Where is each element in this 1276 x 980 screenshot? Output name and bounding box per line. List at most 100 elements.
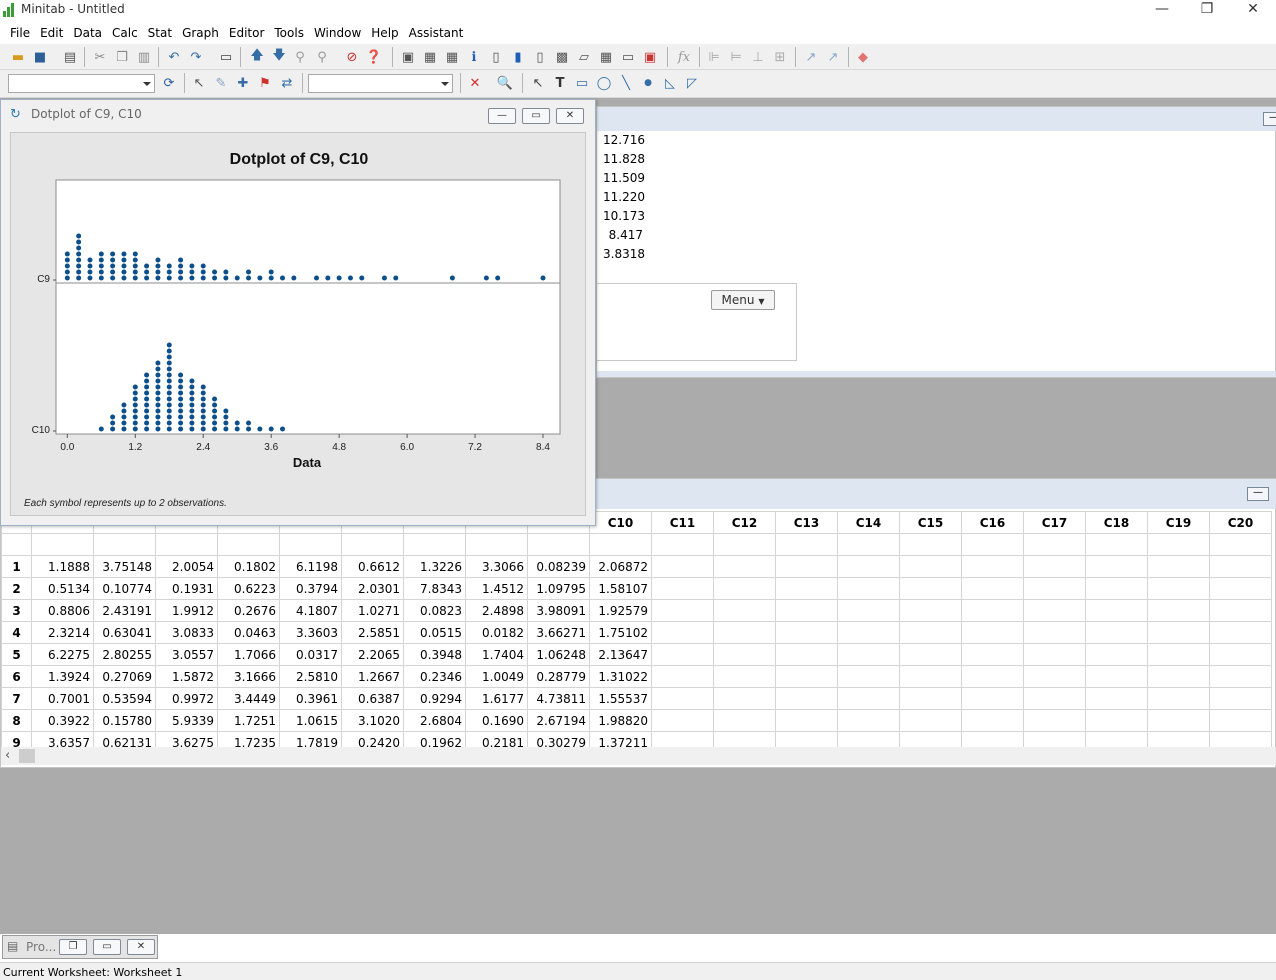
empty-cell[interactable] [1147,555,1210,578]
table-cell[interactable]: 1.0271 [341,599,404,622]
align-left-icon[interactable]: ⊫ [708,49,720,65]
table-cell[interactable]: 0.0823 [403,599,466,622]
table-cell[interactable]: 5.9339 [155,709,218,732]
table-cell[interactable]: 3.4449 [217,687,280,710]
id-variables-select[interactable] [308,74,453,93]
open-icon[interactable]: ▬ [11,49,25,65]
table-cell[interactable]: 1.58107 [589,577,652,600]
menu-stat[interactable]: Stat [147,26,173,40]
column-name-cell[interactable] [651,533,714,556]
empty-cell[interactable] [1209,665,1272,688]
refresh-icon[interactable]: ⟳ [163,75,175,91]
column-header[interactable]: C10 [589,511,652,534]
table-cell[interactable]: 3.98091 [527,599,590,622]
restore-button[interactable]: ❐ [1200,1,1214,17]
column-header[interactable]: C15 [899,511,962,534]
empty-cell[interactable] [837,709,900,732]
replace-icon[interactable]: ⚲ [317,49,327,65]
empty-cell[interactable] [961,599,1024,622]
paste-icon[interactable]: ▥ [137,49,151,65]
arrow-up-icon[interactable]: 🡅 [250,48,264,63]
column-header[interactable]: C13 [775,511,838,534]
empty-cell[interactable] [1209,577,1272,600]
empty-cell[interactable] [1023,665,1086,688]
menu-edit[interactable]: Edit [40,26,64,40]
minimized-window[interactable]: ▤ Pro... ❐ ▭ ✕ [2,935,158,959]
table-cell[interactable]: 3.1020 [341,709,404,732]
graph-close-button[interactable]: ✕ [556,108,584,124]
column-name-cell[interactable] [465,533,528,556]
table-cell[interactable]: 1.92579 [589,599,652,622]
column-header[interactable]: C18 [1085,511,1148,534]
table-cell[interactable]: 2.0301 [341,577,404,600]
empty-cell[interactable] [1023,599,1086,622]
empty-cell[interactable] [713,665,776,688]
empty-cell[interactable] [713,621,776,644]
table-cell[interactable]: 0.0463 [217,621,280,644]
table-cell[interactable]: 2.67194 [527,709,590,732]
table-cell[interactable]: 1.4512 [465,577,528,600]
menu-editor[interactable]: Editor [228,26,265,40]
layout-icon[interactable]: ▩ [555,49,569,65]
table-cell[interactable]: 1.09795 [527,577,590,600]
marker-icon[interactable]: ● [644,78,652,88]
table-cell[interactable]: 2.06872 [589,555,652,578]
empty-cell[interactable] [775,577,838,600]
table-cell[interactable]: 2.6804 [403,709,466,732]
empty-cell[interactable] [837,643,900,666]
table-cell[interactable]: 2.43191 [93,599,156,622]
worksheet-icon[interactable]: ▮ [514,49,522,65]
table-cell[interactable]: 1.1888 [31,555,94,578]
empty-cell[interactable] [961,577,1024,600]
table-cell[interactable]: 0.7001 [31,687,94,710]
table-cell[interactable]: 0.0515 [403,621,466,644]
redo-icon[interactable]: ↷ [190,49,202,65]
table-cell[interactable]: 1.7251 [217,709,280,732]
graph-window-icon[interactable]: ▣ [401,49,415,65]
column-name-cell[interactable] [1147,533,1210,556]
column-name-cell[interactable] [217,533,280,556]
column-name-cell[interactable] [899,533,962,556]
new-sheet-icon[interactable]: ▯ [536,49,544,65]
empty-cell[interactable] [899,555,962,578]
empty-cell[interactable] [899,621,962,644]
empty-cell[interactable] [713,687,776,710]
empty-cell[interactable] [961,643,1024,666]
table-cell[interactable]: 7.8343 [403,577,466,600]
table-cell[interactable]: 2.5851 [341,621,404,644]
table-cell[interactable]: 3.3066 [465,555,528,578]
empty-cell[interactable] [713,577,776,600]
table-cell[interactable]: 1.75102 [589,621,652,644]
table-cell[interactable]: 1.3226 [403,555,466,578]
table-cell[interactable]: 3.1666 [217,665,280,688]
empty-cell[interactable] [837,621,900,644]
cut-icon[interactable]: ✂ [94,49,106,65]
table-cell[interactable]: 2.0054 [155,555,218,578]
text-tool-icon[interactable]: T [555,75,565,91]
empty-cell[interactable] [1147,599,1210,622]
column-header[interactable]: C14 [837,511,900,534]
graph-minimize-button[interactable]: — [488,108,516,124]
minimized-restore-button[interactable]: ❐ [59,939,87,955]
empty-cell[interactable] [1147,687,1210,710]
table-cell[interactable]: 1.3924 [31,665,94,688]
empty-cell[interactable] [651,709,714,732]
column-name-cell[interactable] [527,533,590,556]
column-name-cell[interactable] [31,533,94,556]
flag-icon[interactable]: ⚑ [259,75,271,91]
empty-cell[interactable] [775,621,838,644]
menu-help[interactable]: Help [371,26,399,40]
table-cell[interactable]: 0.2676 [217,599,280,622]
empty-cell[interactable] [1209,555,1272,578]
empty-cell[interactable] [775,643,838,666]
table-cell[interactable]: 1.98820 [589,709,652,732]
row-number[interactable]: 7 [1,687,32,710]
table-cell[interactable]: 0.9294 [403,687,466,710]
empty-cell[interactable] [775,599,838,622]
empty-cell[interactable] [1023,577,1086,600]
table-cell[interactable]: 0.08239 [527,555,590,578]
copy-icon[interactable]: ❐ [116,49,128,65]
empty-cell[interactable] [1085,621,1148,644]
empty-cell[interactable] [1085,555,1148,578]
table-cell[interactable]: 1.9912 [155,599,218,622]
